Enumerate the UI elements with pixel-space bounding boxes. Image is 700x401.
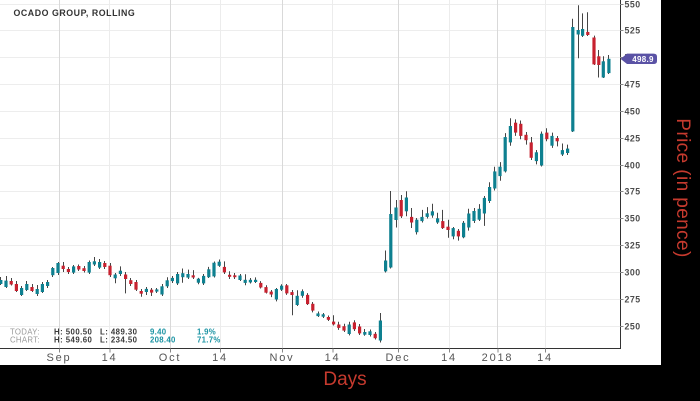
svg-text:498.9: 498.9	[632, 55, 654, 64]
svg-text:450: 450	[625, 107, 641, 117]
svg-text:L: 489.30: L: 489.30	[100, 327, 138, 336]
svg-text:14: 14	[212, 352, 228, 364]
svg-text:L: 234.50: L: 234.50	[100, 335, 138, 344]
svg-text:325: 325	[625, 241, 641, 251]
svg-text:71.7%: 71.7%	[197, 335, 221, 344]
svg-text:208.40: 208.40	[150, 335, 176, 344]
svg-text:H: 549.60: H: 549.60	[54, 335, 93, 344]
svg-text:Price (in pence): Price (in pence)	[672, 118, 693, 257]
svg-text:Nov: Nov	[270, 352, 295, 364]
svg-text:9.40: 9.40	[150, 327, 167, 336]
svg-text:H: 500.50: H: 500.50	[54, 327, 93, 336]
svg-text:Days: Days	[323, 369, 366, 390]
svg-text:Sep: Sep	[47, 352, 72, 364]
svg-text:CHART:: CHART:	[10, 335, 40, 344]
svg-text:2018: 2018	[482, 352, 514, 364]
svg-text:475: 475	[625, 80, 641, 90]
svg-text:Oct: Oct	[159, 352, 182, 364]
svg-text:14: 14	[102, 352, 118, 364]
svg-text:350: 350	[625, 214, 641, 224]
svg-text:1.9%: 1.9%	[197, 327, 216, 336]
svg-text:375: 375	[625, 187, 641, 197]
svg-text:TODAY:: TODAY:	[10, 327, 40, 336]
svg-text:300: 300	[625, 268, 641, 278]
svg-text:400: 400	[625, 161, 641, 171]
svg-text:275: 275	[625, 295, 641, 305]
svg-text:14: 14	[441, 352, 457, 364]
svg-text:425: 425	[625, 134, 641, 144]
svg-text:14: 14	[325, 352, 341, 364]
svg-text:250: 250	[625, 322, 641, 332]
svg-text:OCADO GROUP, ROLLING: OCADO GROUP, ROLLING	[14, 8, 136, 18]
svg-text:525: 525	[625, 26, 641, 36]
svg-text:14: 14	[537, 352, 553, 364]
svg-text:550: 550	[625, 0, 641, 10]
svg-text:Dec: Dec	[386, 352, 411, 364]
